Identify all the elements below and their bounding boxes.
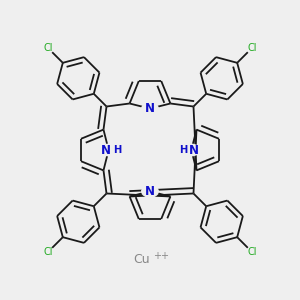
- Text: H: H: [179, 145, 187, 155]
- Text: N: N: [145, 185, 155, 198]
- Text: ++: ++: [153, 251, 169, 261]
- Text: N: N: [189, 143, 199, 157]
- Text: Cu: Cu: [134, 253, 150, 266]
- Ellipse shape: [142, 186, 158, 197]
- Text: Cl: Cl: [43, 247, 53, 257]
- Text: N: N: [145, 102, 155, 115]
- Text: Cl: Cl: [247, 43, 257, 53]
- Text: N: N: [101, 143, 111, 157]
- Ellipse shape: [183, 144, 200, 156]
- Text: Cl: Cl: [43, 43, 53, 53]
- Ellipse shape: [142, 103, 158, 114]
- Text: Cl: Cl: [247, 247, 257, 257]
- Text: H: H: [113, 145, 121, 155]
- Ellipse shape: [100, 144, 117, 156]
